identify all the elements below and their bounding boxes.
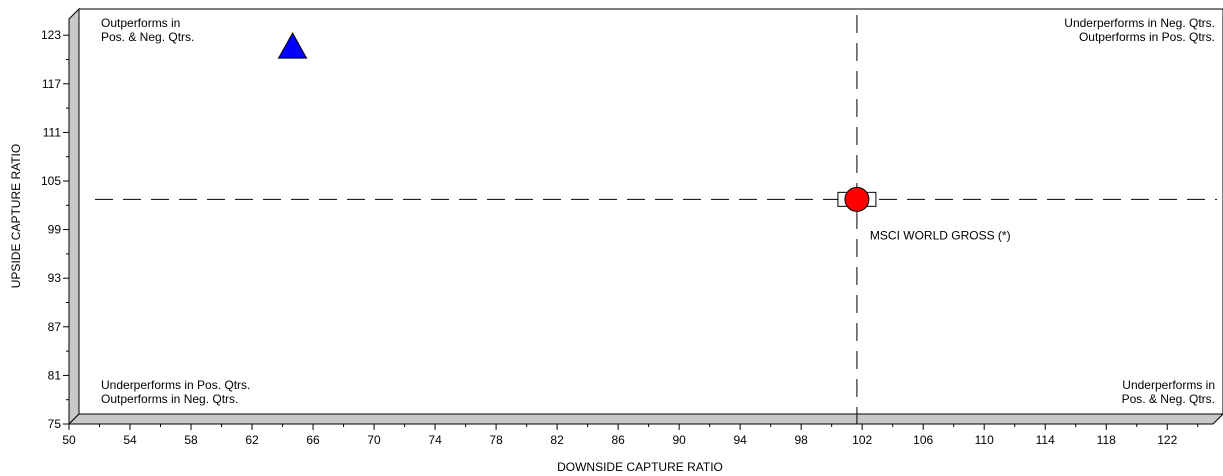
x-tick-label: 78	[489, 433, 503, 447]
quadrant-label-bottom-right-1: Underperforms in	[1122, 378, 1215, 392]
quadrant-label-top-left-1: Outperforms in	[101, 16, 180, 30]
y-tick-label: 105	[41, 174, 61, 188]
benchmark-point-label: MSCI WORLD GROSS (*)	[870, 228, 1011, 242]
x-tick-label: 54	[123, 433, 137, 447]
x-tick-label: 98	[794, 433, 808, 447]
x-tick-label: 50	[62, 433, 76, 447]
x-tick-label: 66	[306, 433, 320, 447]
y-tick-label: 81	[48, 368, 62, 382]
x-axis-title: DOWNSIDE CAPTURE RATIO	[557, 460, 723, 474]
quadrant-label-bottom-left-2: Outperforms in Neg. Qtrs.	[101, 392, 238, 406]
quadrant-label-bottom-left-1: Underperforms in Pos. Qtrs.	[101, 378, 250, 392]
quadrant-label-top-right-1: Underperforms in Neg. Qtrs.	[1064, 16, 1215, 30]
x-tick-label: 118	[1097, 433, 1116, 447]
x-tick-label: 74	[428, 433, 442, 447]
x-tick-label: 106	[913, 433, 933, 447]
x-tick-label: 114	[1036, 433, 1055, 447]
quadrant-label-bottom-right-2: Pos. & Neg. Qtrs.	[1122, 392, 1215, 406]
x-tick-label: 94	[733, 433, 747, 447]
y-tick-label: 99	[48, 223, 62, 237]
x-tick-label: 90	[672, 433, 686, 447]
x-tick-label: 110	[975, 433, 994, 447]
x-tick-label: 102	[852, 433, 872, 447]
y-tick-label: 93	[48, 271, 62, 285]
x-tick-label: 86	[611, 433, 625, 447]
y-tick-label: 111	[43, 125, 62, 139]
y-tick-label: 87	[48, 320, 62, 334]
x-tick-label: 58	[184, 433, 198, 447]
quadrant-label-top-right-2: Outperforms in Pos. Qtrs.	[1079, 30, 1215, 44]
x-tick-label: 62	[245, 433, 259, 447]
x-tick-label: 82	[550, 433, 564, 447]
y-tick-label: 75	[48, 417, 62, 431]
plot-area	[78, 8, 1223, 415]
y-tick-label: 123	[41, 28, 61, 42]
y-tick-label: 117	[42, 77, 61, 91]
floor	[67, 413, 1223, 425]
quadrant-label-top-left-2: Pos. & Neg. Qtrs.	[101, 30, 194, 44]
x-tick-label: 122	[1157, 433, 1177, 447]
data-point-triangle	[277, 32, 308, 59]
y-axis-title: UPSIDE CAPTURE RATIO	[9, 144, 23, 288]
left-wall	[68, 7, 80, 426]
data-point-circle	[844, 186, 870, 212]
x-tick-label: 70	[367, 433, 381, 447]
